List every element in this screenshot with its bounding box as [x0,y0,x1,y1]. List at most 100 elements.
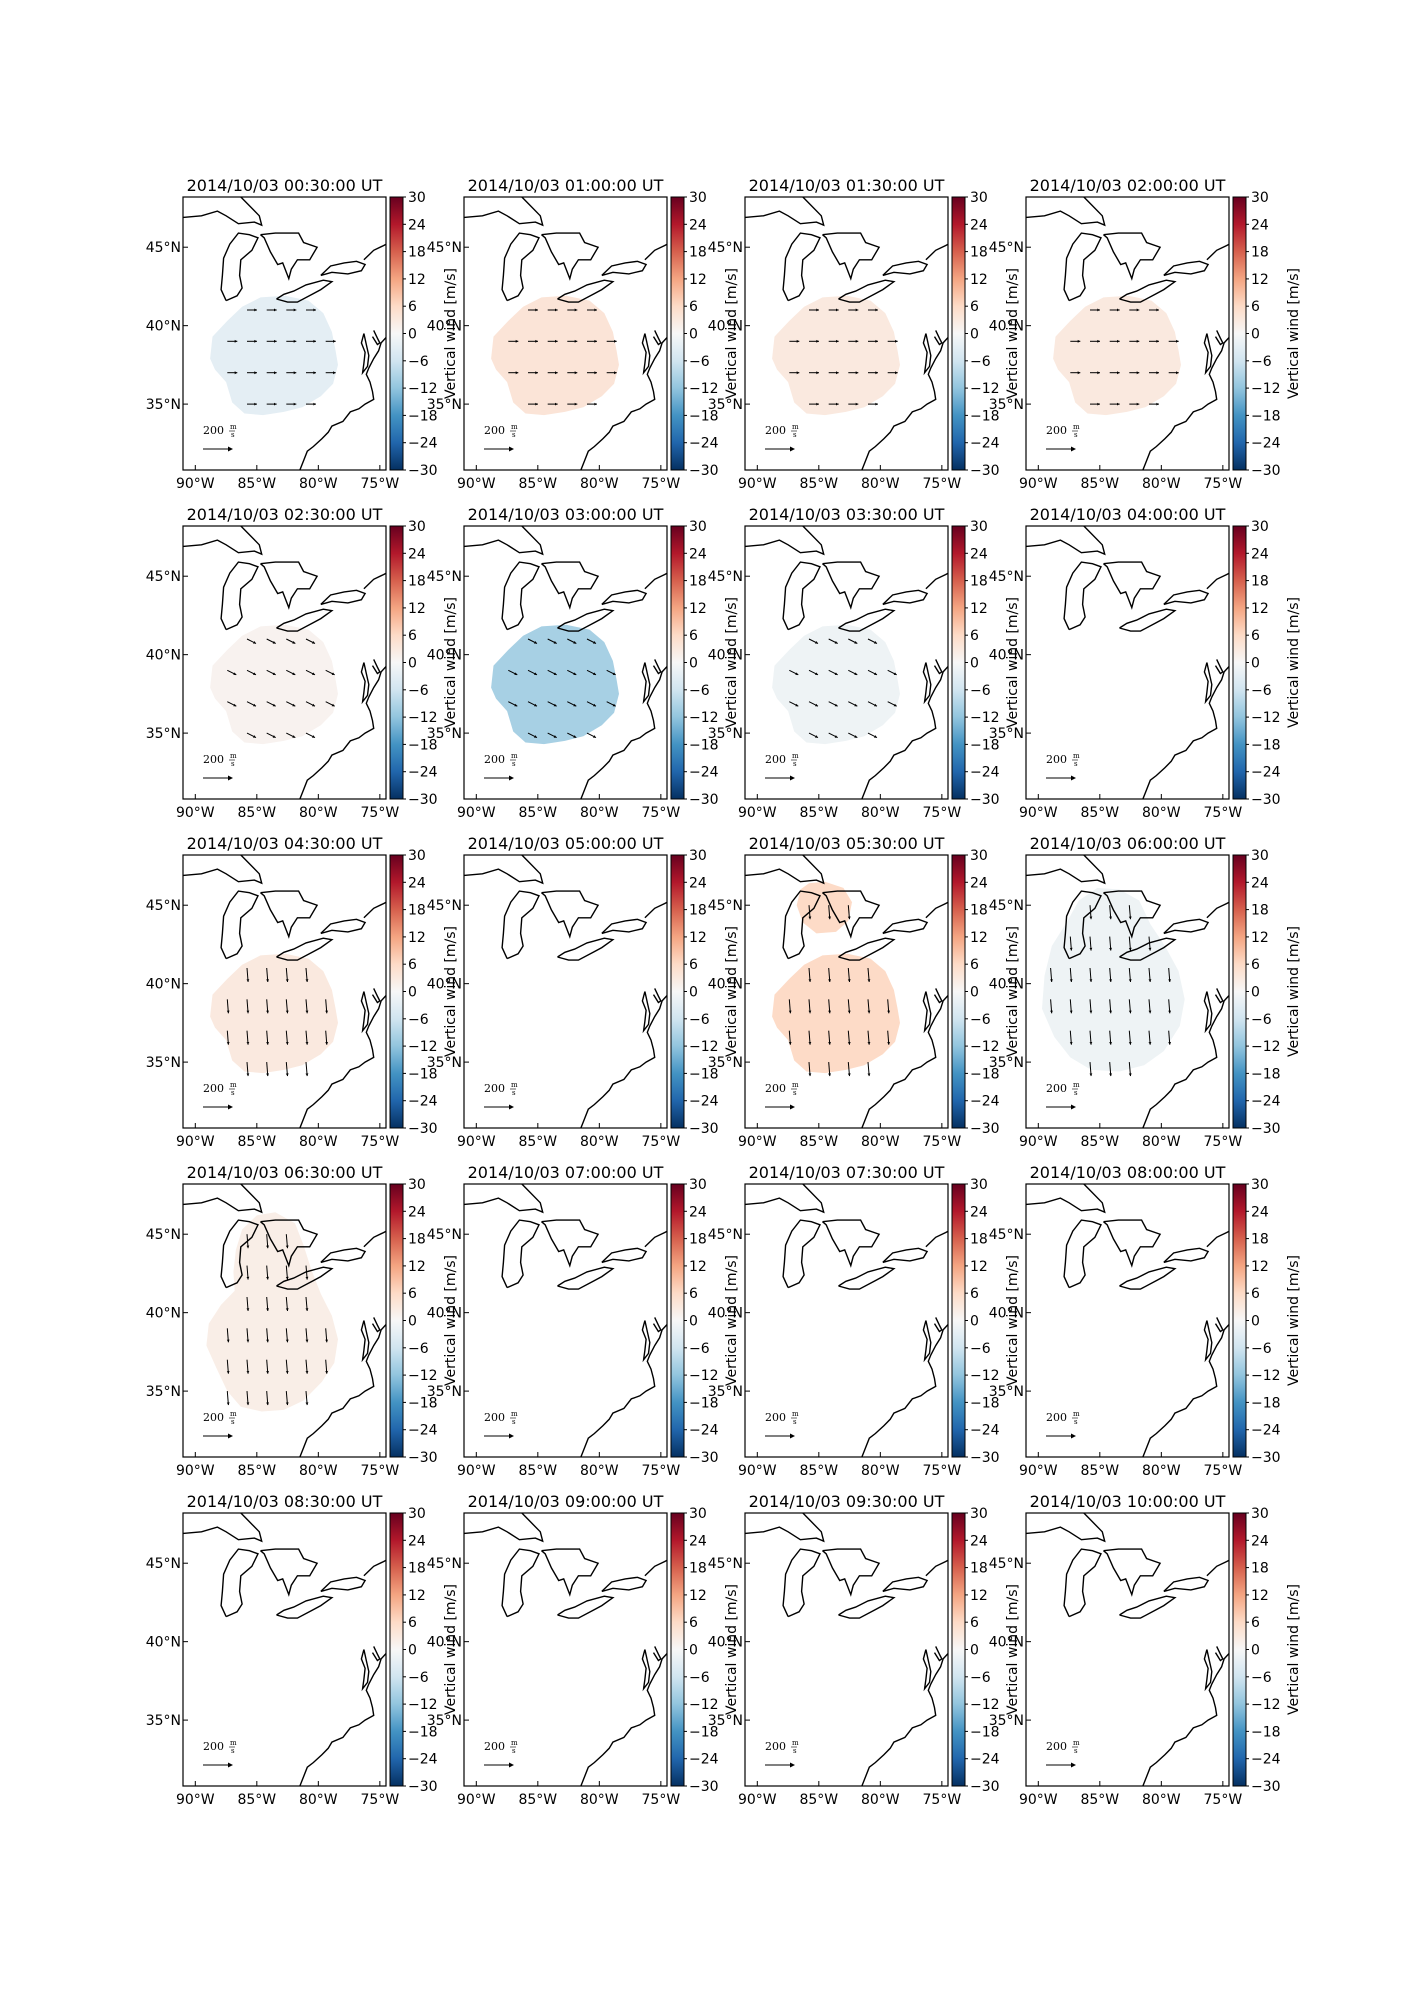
wind-arrow-head [1136,339,1140,343]
colorbar-tick-label: 30 [689,1177,707,1193]
x-tick-label: 90°W [738,476,777,492]
quiver-key-arrow-head [509,1433,514,1439]
lake-superior-outline [1026,1184,1106,1214]
atlantic-coastline [1142,1652,1229,1786]
y-tick-label: 40°N [708,319,743,335]
x-tick-label: 85°W [1080,805,1119,821]
colorbar-tick-label: −12 [408,1697,438,1713]
colorbar-tick-label: −18 [689,1066,719,1082]
quiver-key-unit-bottom: s [231,1747,235,1755]
wind-arrow-head [875,308,878,312]
chesapeake-bay-outline [360,1320,370,1363]
colorbar-tick-label: −6 [1251,354,1272,370]
colorbar-tick-label: 24 [689,546,707,562]
quiver-key: 200 ms [765,1410,799,1439]
quiver-key-arrow-head [1071,1762,1076,1768]
wind-arrow-head [593,735,596,738]
lake-huron-outline [260,890,319,939]
x-tick-label: 90°W [176,1134,215,1150]
vertical-wind-region [210,624,338,745]
x-tick-label: 90°W [1019,805,1058,821]
wind-arrow-head [293,371,297,375]
lake-ontario-outline [320,260,367,277]
wind-arrow-head [285,1073,289,1077]
colorbar-tick-label: 12 [1251,272,1269,288]
wind-arrow-head [534,641,537,644]
colorbar-tick-label: 30 [1251,1506,1269,1522]
wind-arrow-head [1117,308,1120,312]
x-tick-label: 75°W [642,1792,681,1808]
lake-michigan-outline [220,1219,259,1289]
x-tick-label: 75°W [361,1463,400,1479]
lake-superior-outline [464,1184,544,1214]
wind-arrow-head [246,1010,250,1014]
colorbar-label: Vertical wind [m/s] [1286,1584,1302,1715]
colorbar-tick-label: −30 [689,463,719,479]
map-panel: 200 ms 90°W 85°W 80°W 75°W 45°N 40°N 35°N 2014/10… [427,176,740,492]
delaware-bay-outline [1214,330,1224,346]
quiver-key-arrow-head [228,775,233,781]
colorbar-label: Vertical wind [m/s] [724,1584,740,1715]
colorbar-tick-label: −12 [970,1039,1000,1055]
wind-arrow-head [834,703,838,707]
wind-arrow-head [226,1371,230,1374]
wind-arrow-head [788,1042,792,1045]
wind-arrow-head [272,703,276,707]
colorbar-tick-label: 30 [970,190,988,206]
wind-arrow-head [834,735,838,738]
colorbar-tick-label: −12 [689,1368,719,1384]
wind-arrow-head [867,1042,871,1045]
colorbar-tick-label: 18 [1251,1232,1269,1248]
wind-arrow-head [331,703,335,707]
atlantic-coastline [861,336,948,470]
colorbar-tick-label: 18 [1251,245,1269,261]
colorbar-tick-label: 18 [689,1561,707,1577]
colorbar: 30 24 18 12 6 0 −6 −12 −18 −24 −30 Vertical wind [m… [951,519,1021,808]
x-tick-label: 90°W [457,1134,496,1150]
map-frame [744,1183,949,1458]
quiver-key-unit-bottom: s [231,1418,235,1426]
map-frame [1025,196,1230,471]
colorbar-tick-label: −30 [970,463,1000,479]
wind-arrow-head [1128,916,1132,920]
wind-arrow-head [313,339,316,343]
colorbar-tick-label: 6 [970,957,979,973]
delaware-bay-outline [1214,659,1224,675]
colorbar-bar [670,196,685,471]
wind-arrow-head [285,1010,289,1014]
colorbar-tick-label: 12 [1251,930,1269,946]
map-frame [744,196,949,471]
y-tick-label: 45°N [146,898,181,914]
colorbar-tick-label: 0 [1251,1314,1260,1330]
colorbar-tick-label: −12 [970,1697,1000,1713]
map-frame [1025,1512,1230,1787]
wind-arrow-head [555,308,558,312]
wind-arrow-head [855,339,859,343]
quiver-key-value: 200 [484,1082,505,1095]
colorbar-tick-label: 24 [408,1204,426,1220]
colorbar-tick-label: 24 [1251,875,1269,891]
quiver-key: 200 ms [203,1081,237,1110]
colorbar-tick-label: 12 [408,1259,426,1275]
wind-arrow-head [847,1073,851,1077]
colorbar-tick-label: 30 [1251,1177,1269,1193]
wind-arrow-head [574,308,578,312]
y-tick-label: 35°N [146,1055,181,1071]
wind-arrow-head [834,641,838,644]
wind-arrow-head [1156,402,1159,406]
wind-arrow-head [305,1339,309,1343]
x-tick-label: 90°W [457,805,496,821]
lake-michigan-outline [220,561,259,631]
st-lawrence-outline [925,572,948,590]
colorbar-label: Vertical wind [m/s] [1005,926,1021,1057]
y-tick-label: 40°N [989,1306,1024,1322]
lake-erie-outline [838,1266,896,1290]
quiver-key-value: 200 [484,1411,505,1424]
colorbar-tick-label: −12 [408,710,438,726]
wind-arrow-head [867,979,871,982]
colorbar-tick-label: 30 [689,848,707,864]
lake-superior-outline [183,855,263,885]
colorbar-label: Vertical wind [m/s] [443,926,459,1057]
y-tick-label: 35°N [427,1713,462,1729]
wind-arrow-head [1097,402,1100,406]
